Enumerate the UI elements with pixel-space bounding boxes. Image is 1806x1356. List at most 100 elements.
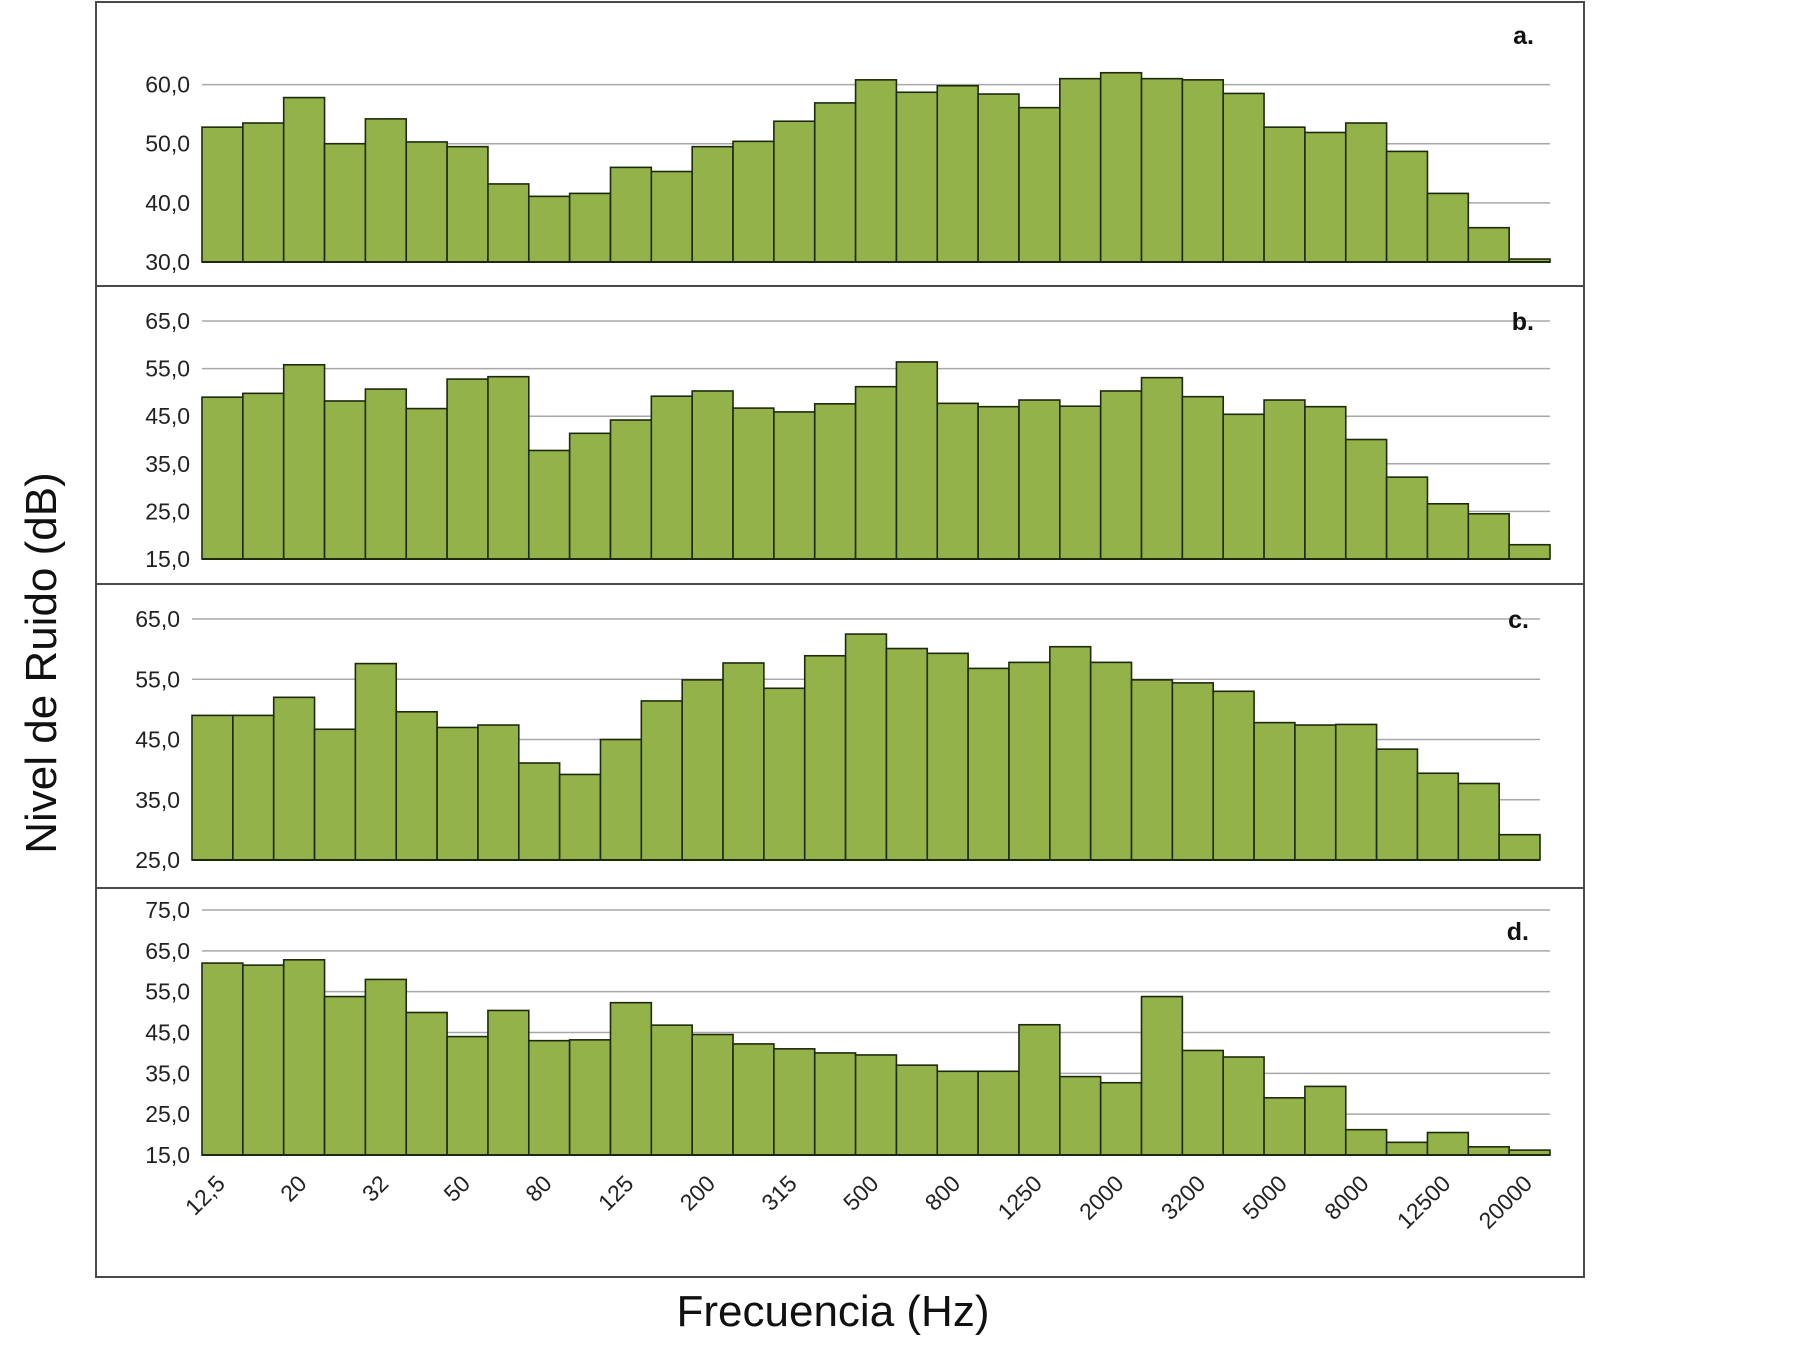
bar-1000 (977, 93, 1020, 263)
bar-50 (446, 378, 489, 560)
bar-1000 (977, 1070, 1020, 1156)
bar-160 (650, 1024, 693, 1156)
bar-25 (323, 142, 367, 263)
bar-6300 (1304, 405, 1347, 560)
bar-200 (691, 390, 734, 560)
bar-50 (446, 145, 489, 263)
y-tick-label: 45,0 (145, 403, 190, 429)
bar-630 (885, 647, 929, 861)
bar-2500 (1140, 77, 1184, 263)
bar-16 (242, 964, 285, 1156)
bar-5000 (1263, 126, 1306, 263)
bar-16 (242, 122, 285, 263)
bar-250 (732, 1043, 775, 1156)
bar-8000 (1344, 122, 1388, 263)
bar-40 (405, 1011, 448, 1156)
bar-20000 (1498, 833, 1541, 861)
bar-80 (527, 195, 571, 263)
bar-50 (436, 726, 479, 861)
bar-1250 (1018, 106, 1061, 263)
chart-panels: 30,0 40,0 50,0 60,0 a. 15,0 25,0 35,0 45,0 55,0 65… (95, 1, 1585, 1278)
x-axis-title: Frecuencia (Hz) (677, 1287, 990, 1336)
bar-2000 (1099, 1081, 1143, 1156)
bar-20000 (1508, 543, 1551, 560)
bar-80 (517, 762, 561, 861)
bar-500 (854, 385, 898, 560)
bar-3200 (1181, 1049, 1225, 1156)
bar-160 (650, 395, 693, 560)
bar-2000 (1099, 71, 1143, 263)
bar-400 (813, 1052, 857, 1156)
bar-6300 (1304, 1085, 1347, 1156)
y-tick-label: 40,0 (145, 190, 190, 216)
bar-800 (936, 402, 979, 560)
bar-10000 (1375, 748, 1419, 861)
bar-100 (568, 192, 612, 263)
chart-panel-b: 15,0 25,0 35,0 45,0 55,0 65,0 b. (95, 285, 1585, 585)
y-tick-label: 35,0 (145, 451, 190, 477)
bar-25 (313, 728, 357, 861)
bar-12500 (1426, 502, 1470, 560)
bar-25 (323, 995, 367, 1156)
bar-6300 (1304, 131, 1347, 263)
bar-40 (395, 710, 438, 861)
bar-630 (895, 1064, 939, 1156)
bar-2500 (1140, 376, 1184, 560)
y-tick-label: 55,0 (135, 666, 180, 692)
bar-12500 (1426, 192, 1470, 263)
bar-800 (936, 1070, 979, 1156)
panel-label: d. (1507, 918, 1529, 946)
chart-panel-a: 30,0 40,0 50,0 60,0 a. (95, 1, 1585, 287)
bar-1600 (1049, 645, 1092, 861)
bar-1250 (1018, 1023, 1061, 1156)
bar-63 (477, 724, 520, 861)
bar-2000 (1089, 661, 1133, 861)
bar-125 (609, 419, 653, 560)
bar-32 (364, 388, 408, 560)
bar-630 (895, 91, 939, 263)
bar-250 (722, 662, 765, 861)
y-tick-label: 15,0 (145, 1142, 190, 1168)
bar-315 (773, 1048, 816, 1156)
y-tick-label: 45,0 (145, 1020, 190, 1046)
y-tick-label: 30,0 (145, 249, 190, 275)
bar-3200 (1181, 395, 1225, 560)
bar-16000 (1467, 226, 1510, 263)
bar-32 (354, 662, 398, 861)
y-tick-label: 50,0 (145, 131, 190, 157)
bar-20 (282, 96, 326, 263)
bar-3200 (1171, 682, 1215, 861)
panel-label: b. (1512, 308, 1534, 336)
y-axis-title: Nivel de Ruido (dB) (17, 472, 66, 854)
bar-8000 (1344, 1128, 1388, 1156)
bar-800 (926, 652, 969, 861)
bar-5000 (1253, 721, 1296, 861)
panel-label: c. (1508, 606, 1529, 634)
bar-160 (640, 700, 683, 861)
bar-20 (282, 959, 326, 1156)
bar-12,5 (201, 396, 244, 560)
bar-4000 (1222, 413, 1265, 560)
bar-2500 (1130, 679, 1174, 861)
bar-8000 (1334, 723, 1378, 861)
bar-16000 (1467, 1146, 1510, 1156)
bar-12500 (1426, 1131, 1470, 1156)
bar-50 (446, 1035, 489, 1156)
bar-200 (691, 145, 734, 263)
bar-315 (773, 411, 816, 560)
bar-250 (732, 407, 775, 560)
bar-63 (487, 375, 530, 560)
bar-100 (568, 1039, 612, 1156)
bar-40 (405, 407, 448, 560)
bar-400 (813, 403, 857, 560)
bar-20 (282, 363, 326, 560)
y-tick-label: 25,0 (145, 498, 190, 524)
y-tick-label: 25,0 (145, 1101, 190, 1127)
bar-80 (527, 1039, 571, 1156)
y-tick-label: 65,0 (145, 308, 190, 334)
bar-32 (364, 118, 408, 263)
bar-20 (272, 696, 316, 861)
bar-63 (487, 183, 530, 263)
bar-63 (487, 1009, 530, 1156)
